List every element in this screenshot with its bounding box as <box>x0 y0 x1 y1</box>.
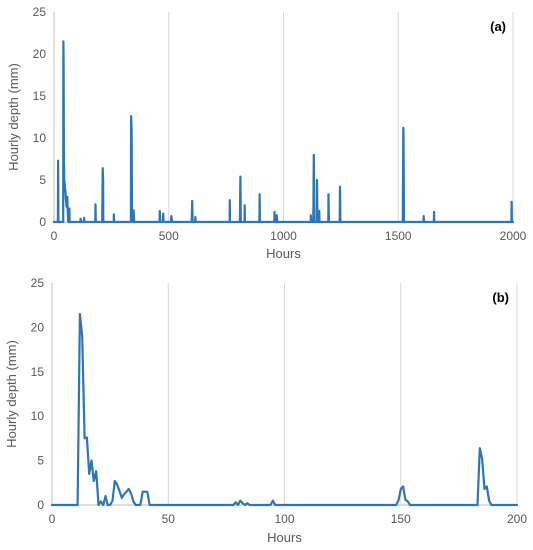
y-tick-label: 0 <box>39 215 46 229</box>
x-tick-label: 2000 <box>500 229 527 243</box>
y-tick-label: 5 <box>39 173 46 187</box>
y-tick-label: 10 <box>33 131 47 145</box>
y-tick-label: 20 <box>31 320 45 334</box>
x-tick-label: 0 <box>51 229 58 243</box>
panel-label: (a) <box>490 19 506 34</box>
y-tick-label: 20 <box>33 47 47 61</box>
y-axis-title: Hourly depth (mm) <box>4 340 19 448</box>
panel-label: (b) <box>492 290 509 305</box>
y-tick-label: 0 <box>37 498 44 512</box>
x-axis-title: Hours <box>266 246 301 261</box>
x-tick-label: 1000 <box>270 229 297 243</box>
series-line <box>50 313 519 507</box>
y-tick-label: 10 <box>31 409 45 423</box>
series-line <box>52 40 515 224</box>
x-tick-label: 200 <box>507 512 527 526</box>
y-axis-title: Hourly depth (mm) <box>6 63 21 171</box>
panel-a: 0 5 10 15 20 25 0 500 1000 1500 2000 Hours Hourly de… <box>6 5 527 261</box>
x-tick-label: 1500 <box>385 229 412 243</box>
x-axis-title: Hours <box>267 530 302 545</box>
y-tick-label: 15 <box>33 89 47 103</box>
y-tick-label: 25 <box>33 5 47 19</box>
y-tick-label: 25 <box>31 276 45 290</box>
y-tick-label: 5 <box>37 454 44 468</box>
y-tick-label: 15 <box>31 365 45 379</box>
panel-b: 0 5 10 15 20 25 0 50 100 150 200 Hours Hourly depth … <box>4 276 527 545</box>
x-tick-label: 0 <box>49 512 56 526</box>
x-tick-label: 50 <box>162 512 176 526</box>
x-tick-label: 500 <box>159 229 179 243</box>
x-tick-label: 100 <box>274 512 294 526</box>
x-tick-label: 150 <box>391 512 411 526</box>
